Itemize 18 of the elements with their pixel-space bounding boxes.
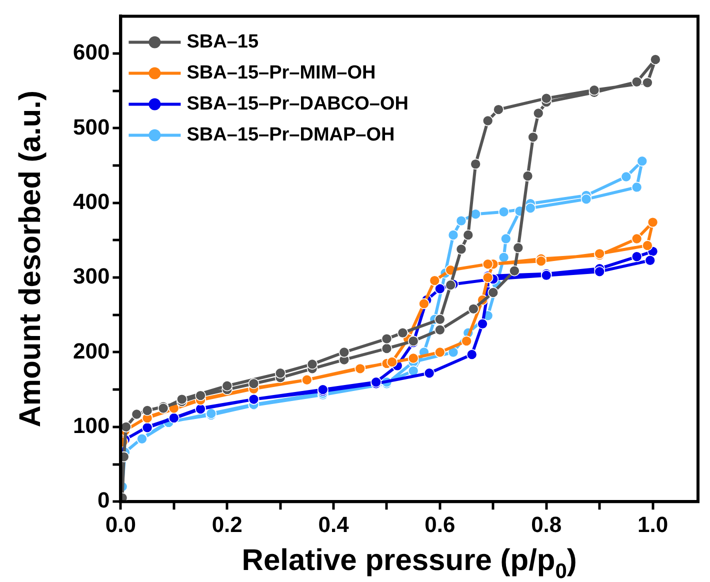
x-tick-label: 0.2 xyxy=(212,512,242,537)
x-tick-label: 0.0 xyxy=(105,512,136,537)
legend-label: SBA–15–Pr–DABCO–OH xyxy=(186,93,408,114)
y-tick-label: 600 xyxy=(72,40,110,65)
y-tick-label: 100 xyxy=(72,412,110,438)
y-tick-label: 300 xyxy=(72,264,110,289)
y-tick-label: 0 xyxy=(97,488,110,513)
x-tick-label: 0.6 xyxy=(424,512,456,537)
y-tick-label: 200 xyxy=(72,338,110,364)
x-tick-label: 1.0 xyxy=(637,512,668,537)
y-axis-title: Amount desorbed (a.u.) xyxy=(14,90,47,428)
legend-label: SBA–15 xyxy=(186,31,259,52)
y-tick-label: 400 xyxy=(72,188,110,214)
x-tick-label: 0.8 xyxy=(531,512,562,537)
x-tick-label: 0.4 xyxy=(318,512,350,537)
y-tick-label: 500 xyxy=(72,114,110,140)
legend-label: SBA–15–Pr–MIM–OH xyxy=(186,62,376,84)
legend-label: SBA–15–Pr–DMAP–OH xyxy=(186,124,395,146)
